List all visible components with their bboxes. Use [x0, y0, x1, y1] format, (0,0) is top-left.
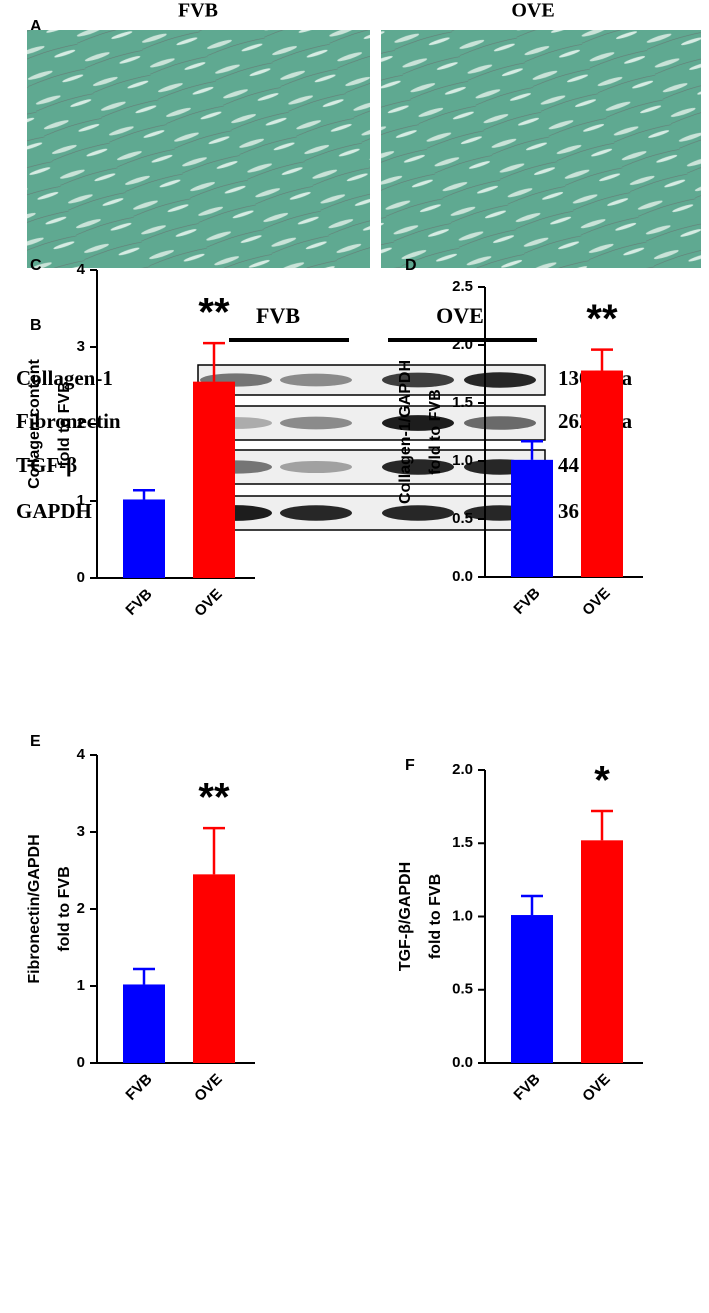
y-tick-label: 3 [77, 823, 85, 840]
bar [581, 840, 623, 1063]
blot-band [280, 505, 352, 521]
bar [123, 499, 165, 578]
y-tick-label: 4 [77, 746, 86, 763]
blot-band [464, 416, 536, 430]
blot-band [280, 460, 352, 474]
significance: ** [198, 776, 230, 820]
image-title: OVE [511, 0, 554, 22]
panel-letter: D [405, 257, 417, 274]
x-tick-label: OVE [191, 1071, 225, 1105]
bar [511, 915, 553, 1063]
bar [581, 370, 623, 577]
y-axis-label: fold to FVB [427, 389, 444, 474]
bar [193, 874, 235, 1063]
image-title: FVB [178, 0, 218, 22]
x-tick-label: FVB [510, 1070, 543, 1103]
y-tick-label: 1.0 [452, 907, 473, 924]
y-tick-label: 2 [77, 415, 85, 432]
blot-band [464, 372, 536, 388]
charts: C 0 1 2 3 4 Collagen content fold to FVB FVB OVE *… [26, 257, 643, 1105]
y-tick-label: 0.5 [452, 981, 473, 998]
y-tick-label: 2 [77, 900, 85, 917]
panel-letter: B [30, 317, 42, 334]
panel-letter: F [405, 757, 415, 774]
y-tick-label: 0.5 [452, 510, 473, 527]
blot-band [280, 416, 352, 430]
protein-label: TGF-β [16, 453, 77, 477]
x-tick-label: FVB [122, 1070, 155, 1103]
y-tick-label: 2.5 [452, 278, 473, 295]
bar [123, 984, 165, 1063]
y-tick-label: 0 [77, 569, 85, 586]
y-axis-label: fold to FVB [56, 866, 73, 951]
protein-label: Fibronectin [16, 409, 121, 433]
blot-band [382, 372, 454, 388]
significance: * [594, 759, 610, 803]
y-tick-label: 0.0 [452, 1054, 473, 1071]
x-tick-label: FVB [510, 584, 543, 617]
y-axis-label: Collagen content [26, 358, 43, 488]
blot-band [382, 415, 454, 431]
bar [511, 459, 553, 577]
y-tick-label: 3 [77, 338, 85, 355]
y-tick-label: 1 [77, 492, 85, 509]
y-axis-label: fold to FVB [56, 381, 73, 466]
blot-band [280, 373, 352, 387]
bar [193, 381, 235, 578]
y-tick-label: 1.5 [452, 394, 473, 411]
protein-label: GAPDH [16, 499, 92, 523]
group-label: OVE [436, 303, 484, 328]
histology-image [381, 30, 701, 268]
y-axis-label: Fibronectin/GAPDH [26, 834, 43, 983]
y-tick-label: 4 [77, 261, 86, 278]
x-tick-label: FVB [122, 585, 155, 618]
group-label: FVB [256, 303, 300, 328]
significance: ** [198, 291, 230, 335]
blot-band [382, 505, 454, 521]
x-tick-label: OVE [579, 1071, 613, 1105]
x-tick-label: OVE [191, 586, 225, 620]
panel-letter: C [30, 257, 42, 274]
y-axis-label: Collagen-1/GAPDH [397, 360, 414, 504]
y-tick-label: 1 [77, 977, 85, 994]
x-tick-label: OVE [579, 585, 613, 619]
y-axis-label: fold to FVB [427, 874, 444, 959]
y-tick-label: 2.0 [452, 336, 473, 353]
panel-letter: E [30, 733, 41, 750]
y-tick-label: 0.0 [452, 568, 473, 585]
y-tick-label: 2.0 [452, 761, 473, 778]
blot-band [382, 459, 454, 475]
y-tick-label: 1.5 [452, 834, 473, 851]
y-axis-label: TGF-β/GAPDH [397, 862, 414, 971]
y-tick-label: 1.0 [452, 452, 473, 469]
significance: ** [586, 297, 618, 341]
histology-image [27, 30, 370, 268]
y-tick-label: 0 [77, 1054, 85, 1071]
